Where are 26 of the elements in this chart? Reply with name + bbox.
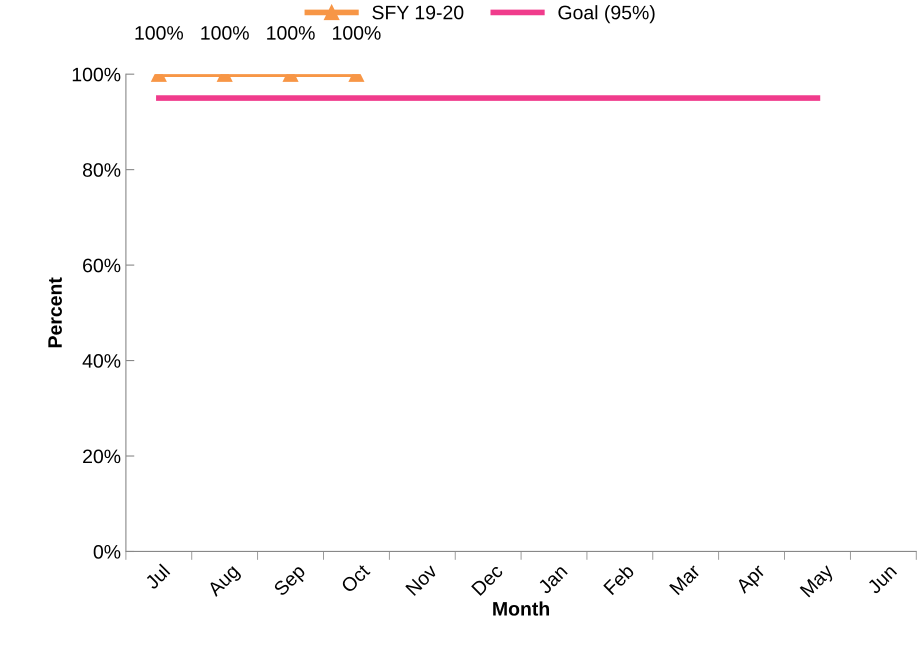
- x-tick-label: Jul: [144, 564, 170, 590]
- x-tick-label: Apr: [735, 563, 768, 597]
- x-tick-label: Jun: [866, 564, 898, 595]
- x-axis-title: Month: [493, 601, 550, 616]
- x-tick-label: Sep: [272, 564, 309, 600]
- x-tick-label: Feb: [602, 563, 635, 596]
- x-tick-label: Mar: [669, 563, 702, 596]
- data-label: 100%: [135, 26, 184, 40]
- legend-label: SFY 19-20: [372, 6, 464, 20]
- y-tick-label: 0%: [94, 544, 120, 559]
- y-tick-label: 80%: [82, 163, 120, 177]
- y-tick-label: 20%: [83, 449, 120, 464]
- y-tick-label: 100%: [72, 68, 120, 82]
- legend-label: Goal (95%): [558, 5, 655, 24]
- y-tick-label: 60%: [83, 258, 120, 272]
- x-tick-label: May: [800, 563, 837, 600]
- x-tick-label: Nov: [405, 563, 438, 596]
- x-tick-label: Oct: [340, 563, 371, 594]
- data-label: 100%: [201, 26, 249, 40]
- y-axis-title: Percent: [48, 277, 62, 348]
- x-tick-label: Dec: [471, 563, 504, 596]
- data-label: 100%: [333, 26, 381, 40]
- x-tick-label: Aug: [206, 564, 242, 600]
- y-tick-label: 40%: [82, 354, 120, 368]
- data-label: 100%: [267, 26, 315, 40]
- x-tick-label: Jan: [537, 564, 568, 595]
